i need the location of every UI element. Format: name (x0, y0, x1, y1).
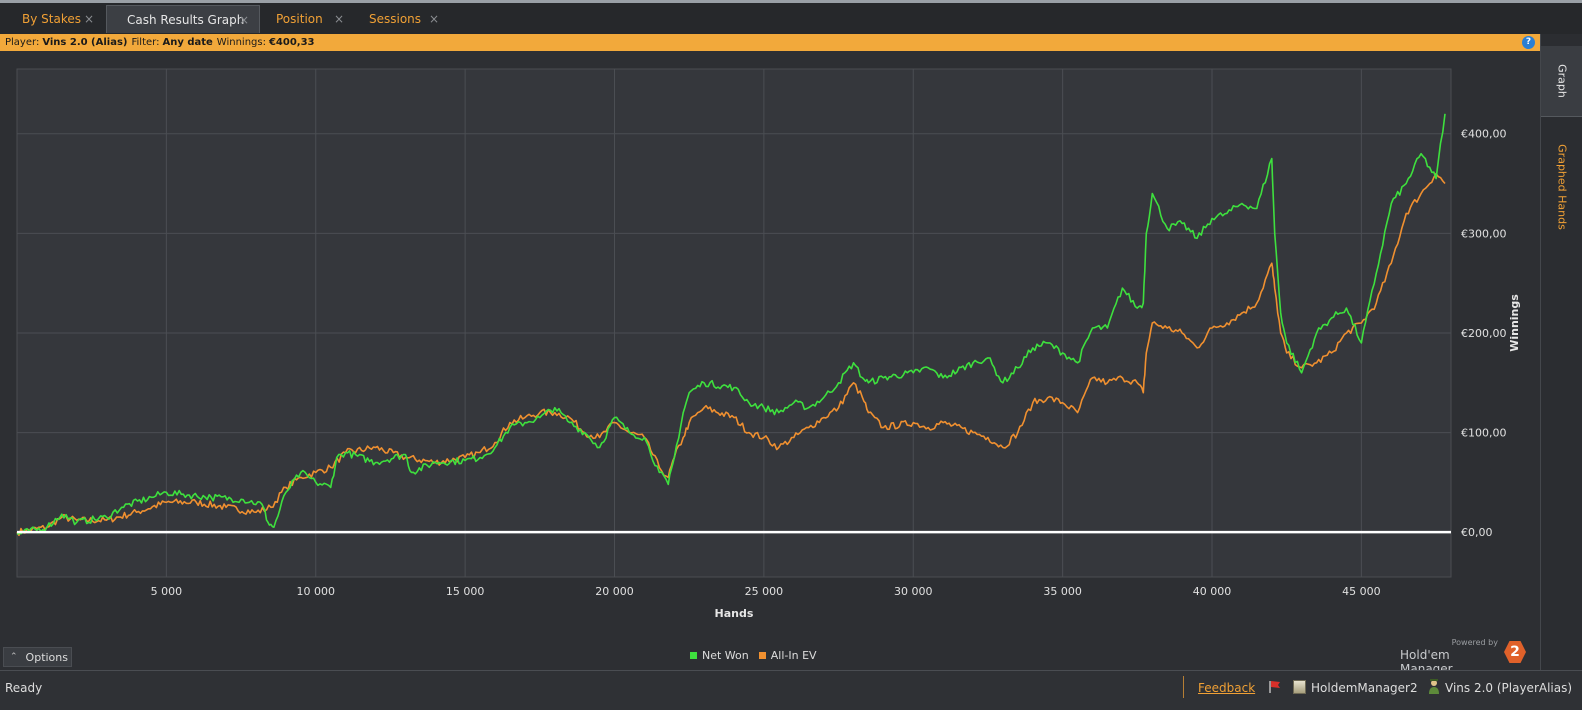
help-icon[interactable]: ? (1522, 36, 1535, 49)
x-tick-label: 10 000 (297, 585, 336, 598)
database-icon[interactable] (1293, 680, 1306, 694)
powered-by: Powered by Hold'em Manager 2 (1400, 638, 1530, 676)
player-value: Vins 2.0 (Alias) (42, 37, 128, 48)
winnings-value: €400,33 (268, 37, 315, 48)
results-chart: 5 000 10 000 15 000 20 000 25 000 30 000 35 00… (0, 51, 1540, 647)
y-tick-label: €100,00 (1461, 427, 1507, 440)
x-tick-label: 30 000 (894, 585, 933, 598)
close-icon[interactable]: × (83, 12, 94, 26)
feedback-link[interactable]: Feedback (1198, 681, 1256, 695)
side-panel: Graph Graphed Hands (1540, 34, 1582, 670)
x-tick-label: 40 000 (1193, 585, 1232, 598)
legend-label: Net Won (702, 649, 749, 662)
x-tick-label: 20 000 (595, 585, 634, 598)
player-label: Player: (5, 37, 40, 48)
status-text: Ready (5, 681, 43, 695)
y-axis-ticks: €0,00 €100,00 €200,00 €300,00 €400,00 (1461, 128, 1507, 539)
tab-label: Cash Results Graph (127, 12, 245, 27)
gridlines (17, 69, 1451, 577)
legend-item-net-won[interactable]: Net Won (690, 649, 749, 662)
filter-label: Filter: (131, 37, 160, 48)
legend-swatch (690, 652, 697, 659)
hm2-logo-icon: 2 (1504, 641, 1526, 663)
side-tab-graph[interactable]: Graph (1541, 46, 1582, 117)
side-tab-graphed-hands[interactable]: Graphed Hands (1541, 122, 1582, 252)
x-tick-label: 45 000 (1342, 585, 1381, 598)
y-tick-label: €200,00 (1461, 327, 1507, 340)
tab-label: By Stakes (22, 12, 81, 26)
legend-swatch (758, 652, 766, 659)
winnings-label: Winnings: (216, 37, 266, 48)
tab-bar: By Stakes × Cash Results Graph × Positio… (0, 0, 1582, 34)
options-label: Options (25, 650, 68, 664)
x-tick-label: 15 000 (446, 585, 485, 598)
y-axis-title: Winnings (1508, 294, 1521, 352)
tab-label: Position (276, 12, 323, 26)
chevron-up-icon: ⌃ (10, 652, 18, 662)
player-info-bar: Player: Vins 2.0 (Alias) Filter: Any dat… (0, 34, 1540, 51)
chart-legend: Net Won All-In EV (690, 649, 827, 662)
options-button[interactable]: ⌃ Options (3, 647, 72, 667)
status-divider (1183, 676, 1184, 698)
player-alias-label: Vins 2.0 (PlayerAlias) (1445, 681, 1573, 695)
tab-by-stakes[interactable]: By Stakes × (2, 5, 104, 33)
y-tick-label: €300,00 (1461, 227, 1507, 240)
close-icon[interactable]: × (238, 12, 249, 27)
x-tick-label: 25 000 (745, 585, 784, 598)
y-tick-label: €400,00 (1461, 128, 1507, 141)
tab-sessions[interactable]: Sessions × (349, 5, 449, 33)
close-icon[interactable]: × (333, 12, 344, 26)
y-tick-label: €0,00 (1461, 526, 1493, 539)
flag-icon[interactable] (1268, 680, 1282, 694)
x-tick-label: 35 000 (1043, 585, 1082, 598)
x-tick-label: 5 000 (151, 585, 183, 598)
x-axis-title: Hands (715, 607, 754, 620)
player-icon[interactable] (1427, 679, 1441, 695)
filter-value: Any date (162, 37, 213, 48)
close-icon[interactable]: × (428, 12, 439, 26)
series-line-all-in-ev (16, 172, 1446, 537)
side-tab-label: Graph (1555, 64, 1569, 98)
tab-position[interactable]: Position × (256, 5, 354, 33)
series-line-net-won (16, 113, 1446, 535)
tab-cash-results-graph[interactable]: Cash Results Graph × (106, 5, 260, 33)
side-tab-label: Graphed Hands (1555, 144, 1569, 230)
series-layer (16, 113, 1446, 537)
legend-label: All-In EV (770, 649, 817, 662)
legend-item-all-in-ev[interactable]: All-In EV (758, 649, 817, 662)
app-label: HoldemManager2 (1311, 681, 1418, 695)
x-axis-ticks: 5 000 10 000 15 000 20 000 25 000 30 000 35 00… (151, 585, 1381, 598)
tab-label: Sessions (369, 12, 422, 26)
status-bar: Ready Feedback HoldemManager2 Vins 2.0 (… (0, 670, 1582, 710)
powered-by-label: Powered by (1451, 638, 1498, 647)
